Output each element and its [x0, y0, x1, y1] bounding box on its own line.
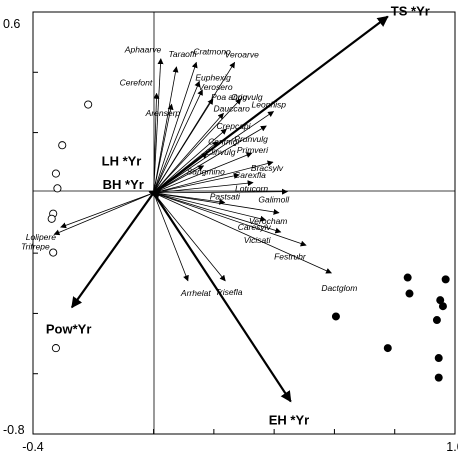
sample-point-open [47, 214, 56, 223]
env-vector-label: Pow*Yr [46, 321, 92, 336]
species-label: Crepcapi [217, 121, 252, 131]
species-label: Verocham [249, 216, 287, 226]
sample-point-filled [383, 344, 392, 353]
species-arrow [153, 192, 280, 215]
species-arrow [153, 192, 332, 274]
species-label: Dauccaro [214, 103, 251, 113]
species-label: Prunvulg [234, 134, 268, 144]
sample-point-filled [441, 275, 450, 284]
sample-point-open [58, 141, 67, 150]
sample-point-filled [331, 312, 340, 321]
species-arrow [153, 180, 254, 194]
species-arrow [153, 112, 224, 194]
species-arrow [153, 152, 253, 194]
species-arrow [153, 192, 282, 234]
species-label: Leonhisp [252, 99, 287, 109]
species-label: Arenserp [145, 108, 181, 118]
species-label: Clinvulg [205, 147, 236, 157]
species-arrow [153, 98, 214, 194]
y-tick-label: -0.8 [3, 423, 25, 437]
species-arrow [153, 66, 179, 193]
y-tick-label: 0.6 [3, 17, 20, 31]
species-label: Verosero [198, 82, 232, 92]
species-arrow [153, 111, 275, 194]
species-label: Primveri [237, 145, 269, 155]
sample-point-filled [432, 316, 441, 325]
species-label: Centnigr [208, 137, 241, 147]
sample-point-filled [405, 289, 414, 298]
species-label: Taraoffi [168, 49, 197, 59]
species-arrow [153, 61, 198, 193]
species-arrow [153, 160, 274, 194]
sample-point-open [53, 184, 62, 193]
species-label: Lotucorn [235, 184, 268, 194]
species-label: Bracsylv [251, 163, 284, 173]
species-arrow [153, 192, 226, 282]
species-arrow [153, 58, 164, 193]
species-label: Cratmono [193, 46, 231, 56]
species-arrow [153, 128, 227, 194]
x-tick-label: -0.4 [22, 440, 44, 454]
species-label: Aphaarve [124, 45, 162, 55]
species-label: Caresylv [238, 222, 272, 232]
env-vector-arrow [152, 192, 292, 403]
species-label: Origvulg [231, 92, 263, 102]
sample-point-open [51, 344, 60, 353]
species-label: Arrhelat [180, 288, 211, 298]
species-arrow [153, 192, 307, 247]
species-arrow [153, 103, 174, 193]
species-label: Festrubr [274, 251, 307, 261]
sample-point-filled [434, 373, 443, 382]
env-vector-arrow [152, 15, 389, 194]
sample-point-filled [438, 302, 447, 311]
species-label: Pastsati [210, 192, 241, 202]
sample-point-open [51, 169, 60, 178]
env-vector-label: LH *Yr [102, 154, 142, 169]
env-vector-label: BH *Yr [103, 177, 144, 192]
species-arrow [60, 192, 154, 229]
sample-point-filled [403, 273, 412, 282]
species-label: Cerefont [120, 77, 153, 87]
species-label: Trifrepe [21, 241, 50, 251]
species-label: Euphexig [195, 72, 231, 82]
species-label: Dactglom [321, 283, 357, 293]
species-arrow [153, 188, 289, 195]
x-tick-label: 1.0 [446, 440, 458, 454]
env-vector-label: EH *Yr [269, 412, 309, 427]
species-arrow [153, 92, 160, 193]
sample-point-filled [434, 354, 443, 363]
species-arrow [153, 98, 242, 194]
env-vector-arrow [70, 192, 155, 309]
species-arrow [153, 165, 205, 194]
plot-frame [32, 11, 456, 435]
species-arrow [153, 192, 189, 282]
species-arrow [53, 192, 154, 236]
sample-point-open [84, 100, 93, 109]
species-arrow [153, 125, 267, 194]
env-vector-label: TS *Yr [391, 4, 430, 19]
sample-point-open [49, 248, 58, 257]
species-arrow [153, 192, 267, 222]
species-arrow [153, 172, 240, 194]
species-label: Trisefla [215, 287, 243, 297]
species-label: Veroarve [225, 49, 259, 59]
species-arrow [153, 89, 203, 194]
species-label: Carexfla [234, 170, 266, 180]
species-label: Lolipere [26, 232, 57, 242]
species-label: Galimoll [258, 195, 290, 205]
species-label: Poa annu [211, 92, 248, 102]
species-arrow [153, 80, 201, 194]
